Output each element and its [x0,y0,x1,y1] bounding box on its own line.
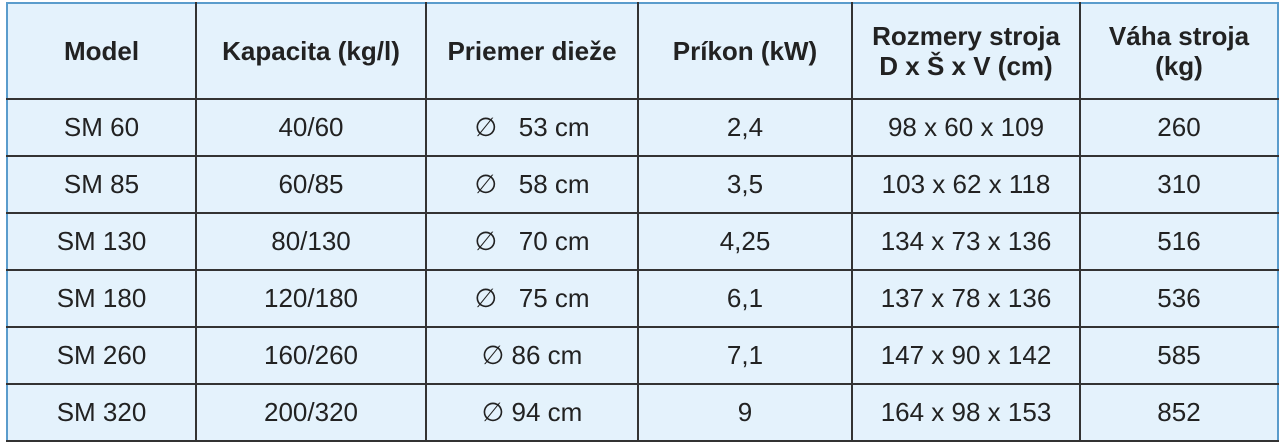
cell-weight: 310 [1079,155,1278,214]
cell-power: 7,1 [637,326,853,385]
header-power: Príkon (kW) [637,3,853,100]
cell-weight: 536 [1079,269,1278,328]
cell-bowl-diameter: ∅ 86 cm [425,326,639,385]
header-model: Model [7,3,197,100]
header-weight: Váha stroja (kg) [1079,3,1278,100]
cell-bowl-diameter: ∅ 58 cm [425,155,639,214]
cell-capacity: 60/85 [195,155,427,214]
cell-model: SM 180 [7,269,197,328]
cell-weight: 852 [1079,383,1278,441]
cell-capacity: 200/320 [195,383,427,441]
header-dimensions: Rozmery stroja D x Š x V (cm) [851,3,1081,100]
table-row: SM 60 40/60 ∅ 53 cm 2,4 98 x 60 x 109 260 [7,98,1278,157]
cell-power: 2,4 [637,98,853,157]
cell-dimensions: 137 x 78 x 136 [851,269,1081,328]
cell-weight: 516 [1079,212,1278,271]
cell-dimensions: 147 x 90 x 142 [851,326,1081,385]
cell-capacity: 120/180 [195,269,427,328]
cell-bowl-diameter: ∅ 53 cm [425,98,639,157]
cell-capacity: 80/130 [195,212,427,271]
cell-model: SM 320 [7,383,197,441]
cell-model: SM 60 [7,98,197,157]
table-row: SM 320 200/320 ∅ 94 cm 9 164 x 98 x 153 852 [7,383,1278,441]
header-capacity: Kapacita (kg/l) [195,3,427,100]
cell-capacity: 160/260 [195,326,427,385]
cell-bowl-diameter: ∅ 70 cm [425,212,639,271]
cell-power: 6,1 [637,269,853,328]
cell-weight: 585 [1079,326,1278,385]
cell-dimensions: 98 x 60 x 109 [851,98,1081,157]
cell-model: SM 260 [7,326,197,385]
cell-capacity: 40/60 [195,98,427,157]
cell-power: 4,25 [637,212,853,271]
cell-weight: 260 [1079,98,1278,157]
cell-power: 3,5 [637,155,853,214]
cell-power: 9 [637,383,853,441]
cell-bowl-diameter: ∅ 94 cm [425,383,639,441]
cell-dimensions: 103 x 62 x 118 [851,155,1081,214]
header-bowl-diameter: Priemer dieže [425,3,639,100]
header-row: Model Kapacita (kg/l) Priemer dieže Príkon … [7,3,1278,100]
cell-dimensions: 134 x 73 x 136 [851,212,1081,271]
table-row: SM 180 120/180 ∅ 75 cm 6,1 137 x 78 x 136 536 [7,269,1278,328]
cell-model: SM 130 [7,212,197,271]
table-row: SM 260 160/260 ∅ 86 cm 7,1 147 x 90 x 142 585 [7,326,1278,385]
cell-dimensions: 164 x 98 x 153 [851,383,1081,441]
machine-spec-table: Model Kapacita (kg/l) Priemer dieže Príkon … [6,2,1279,442]
cell-bowl-diameter: ∅ 75 cm [425,269,639,328]
table-row: SM 130 80/130 ∅ 70 cm 4,25 134 x 73 x 136 516 [7,212,1278,271]
table-row: SM 85 60/85 ∅ 58 cm 3,5 103 x 62 x 118 310 [7,155,1278,214]
cell-model: SM 85 [7,155,197,214]
